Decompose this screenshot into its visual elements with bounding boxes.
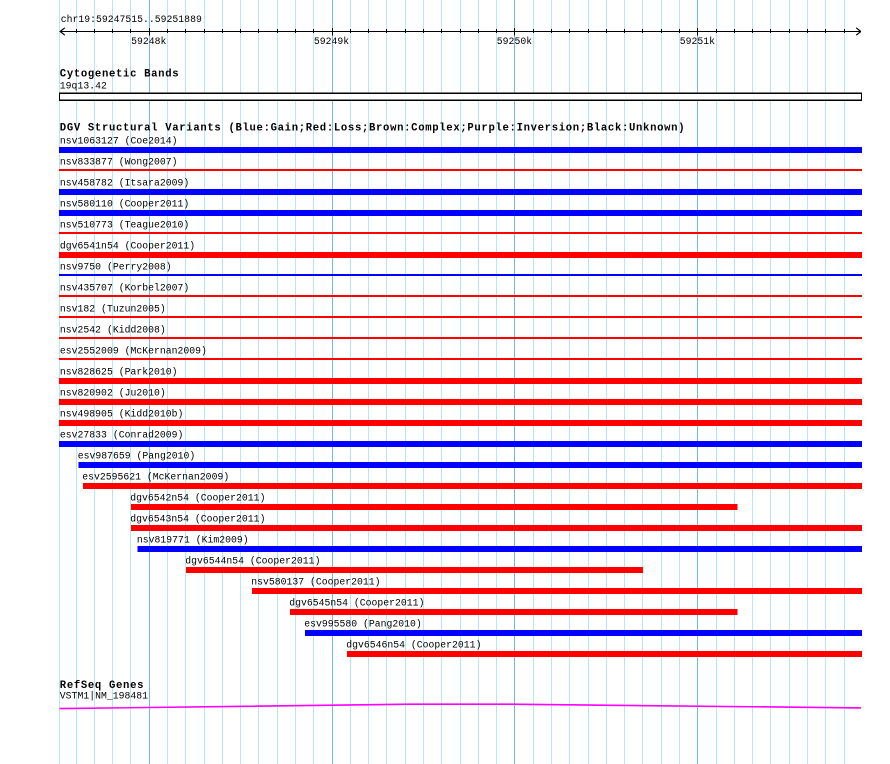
svg-text:chr19:59247515..59251889: chr19:59247515..59251889 <box>61 14 202 25</box>
svg-text:nsv182 (Tuzun2005): nsv182 (Tuzun2005) <box>60 303 166 314</box>
svg-text:59249k: 59249k <box>314 36 349 47</box>
svg-text:nsv498905 (Kidd2010b): nsv498905 (Kidd2010b) <box>60 408 183 419</box>
svg-text:RefSeq Genes: RefSeq Genes <box>60 680 144 692</box>
svg-text:nsv2542 (Kidd2008): nsv2542 (Kidd2008) <box>60 324 166 335</box>
svg-text:nsv819771 (Kim2009): nsv819771 (Kim2009) <box>137 534 249 545</box>
svg-text:esv995580 (Pang2010): esv995580 (Pang2010) <box>304 618 422 629</box>
svg-text:nsv833877 (Wong2007): nsv833877 (Wong2007) <box>60 156 178 167</box>
svg-text:esv2595621 (McKernan2009): esv2595621 (McKernan2009) <box>82 471 229 482</box>
svg-text:nsv1063127 (Coe2014): nsv1063127 (Coe2014) <box>60 135 178 146</box>
svg-text:nsv9750 (Perry2008): nsv9750 (Perry2008) <box>60 261 172 272</box>
svg-text:esv987659 (Pang2010): esv987659 (Pang2010) <box>78 450 196 461</box>
svg-text:dgv6545n54 (Cooper2011): dgv6545n54 (Cooper2011) <box>289 597 424 608</box>
svg-text:esv27833 (Conrad2009): esv27833 (Conrad2009) <box>60 429 183 440</box>
svg-text:esv2552009 (McKernan2009): esv2552009 (McKernan2009) <box>60 345 207 356</box>
svg-text:59250k: 59250k <box>497 36 532 47</box>
svg-text:dgv6543n54 (Cooper2011): dgv6543n54 (Cooper2011) <box>130 513 265 524</box>
svg-text:dgv6544n54 (Cooper2011): dgv6544n54 (Cooper2011) <box>185 555 320 566</box>
svg-text:DGV Structural Variants (Blue:: DGV Structural Variants (Blue:Gain;Red:L… <box>60 123 685 135</box>
svg-text:19q13.42: 19q13.42 <box>60 81 107 92</box>
svg-text:Cytogenetic Bands: Cytogenetic Bands <box>60 69 179 81</box>
svg-text:nsv828625 (Park2010): nsv828625 (Park2010) <box>60 366 178 377</box>
svg-text:dgv6546n54 (Cooper2011): dgv6546n54 (Cooper2011) <box>346 639 481 650</box>
svg-text:nsv580137 (Cooper2011): nsv580137 (Cooper2011) <box>251 576 380 587</box>
svg-text:VSTM1|NM_198481: VSTM1|NM_198481 <box>60 691 148 702</box>
svg-text:nsv435707 (Korbel2007): nsv435707 (Korbel2007) <box>60 282 189 293</box>
svg-text:nsv580110 (Cooper2011): nsv580110 (Cooper2011) <box>60 198 189 209</box>
svg-text:59248k: 59248k <box>131 36 166 47</box>
svg-text:dgv6541n54 (Cooper2011): dgv6541n54 (Cooper2011) <box>60 240 195 251</box>
svg-text:nsv820902 (Ju2010): nsv820902 (Ju2010) <box>60 387 166 398</box>
svg-text:nsv458782 (Itsara2009): nsv458782 (Itsara2009) <box>60 177 189 188</box>
svg-text:nsv510773 (Teague2010): nsv510773 (Teague2010) <box>60 219 189 230</box>
svg-text:dgv6542n54 (Cooper2011): dgv6542n54 (Cooper2011) <box>130 492 265 503</box>
svg-text:59251k: 59251k <box>680 36 715 47</box>
